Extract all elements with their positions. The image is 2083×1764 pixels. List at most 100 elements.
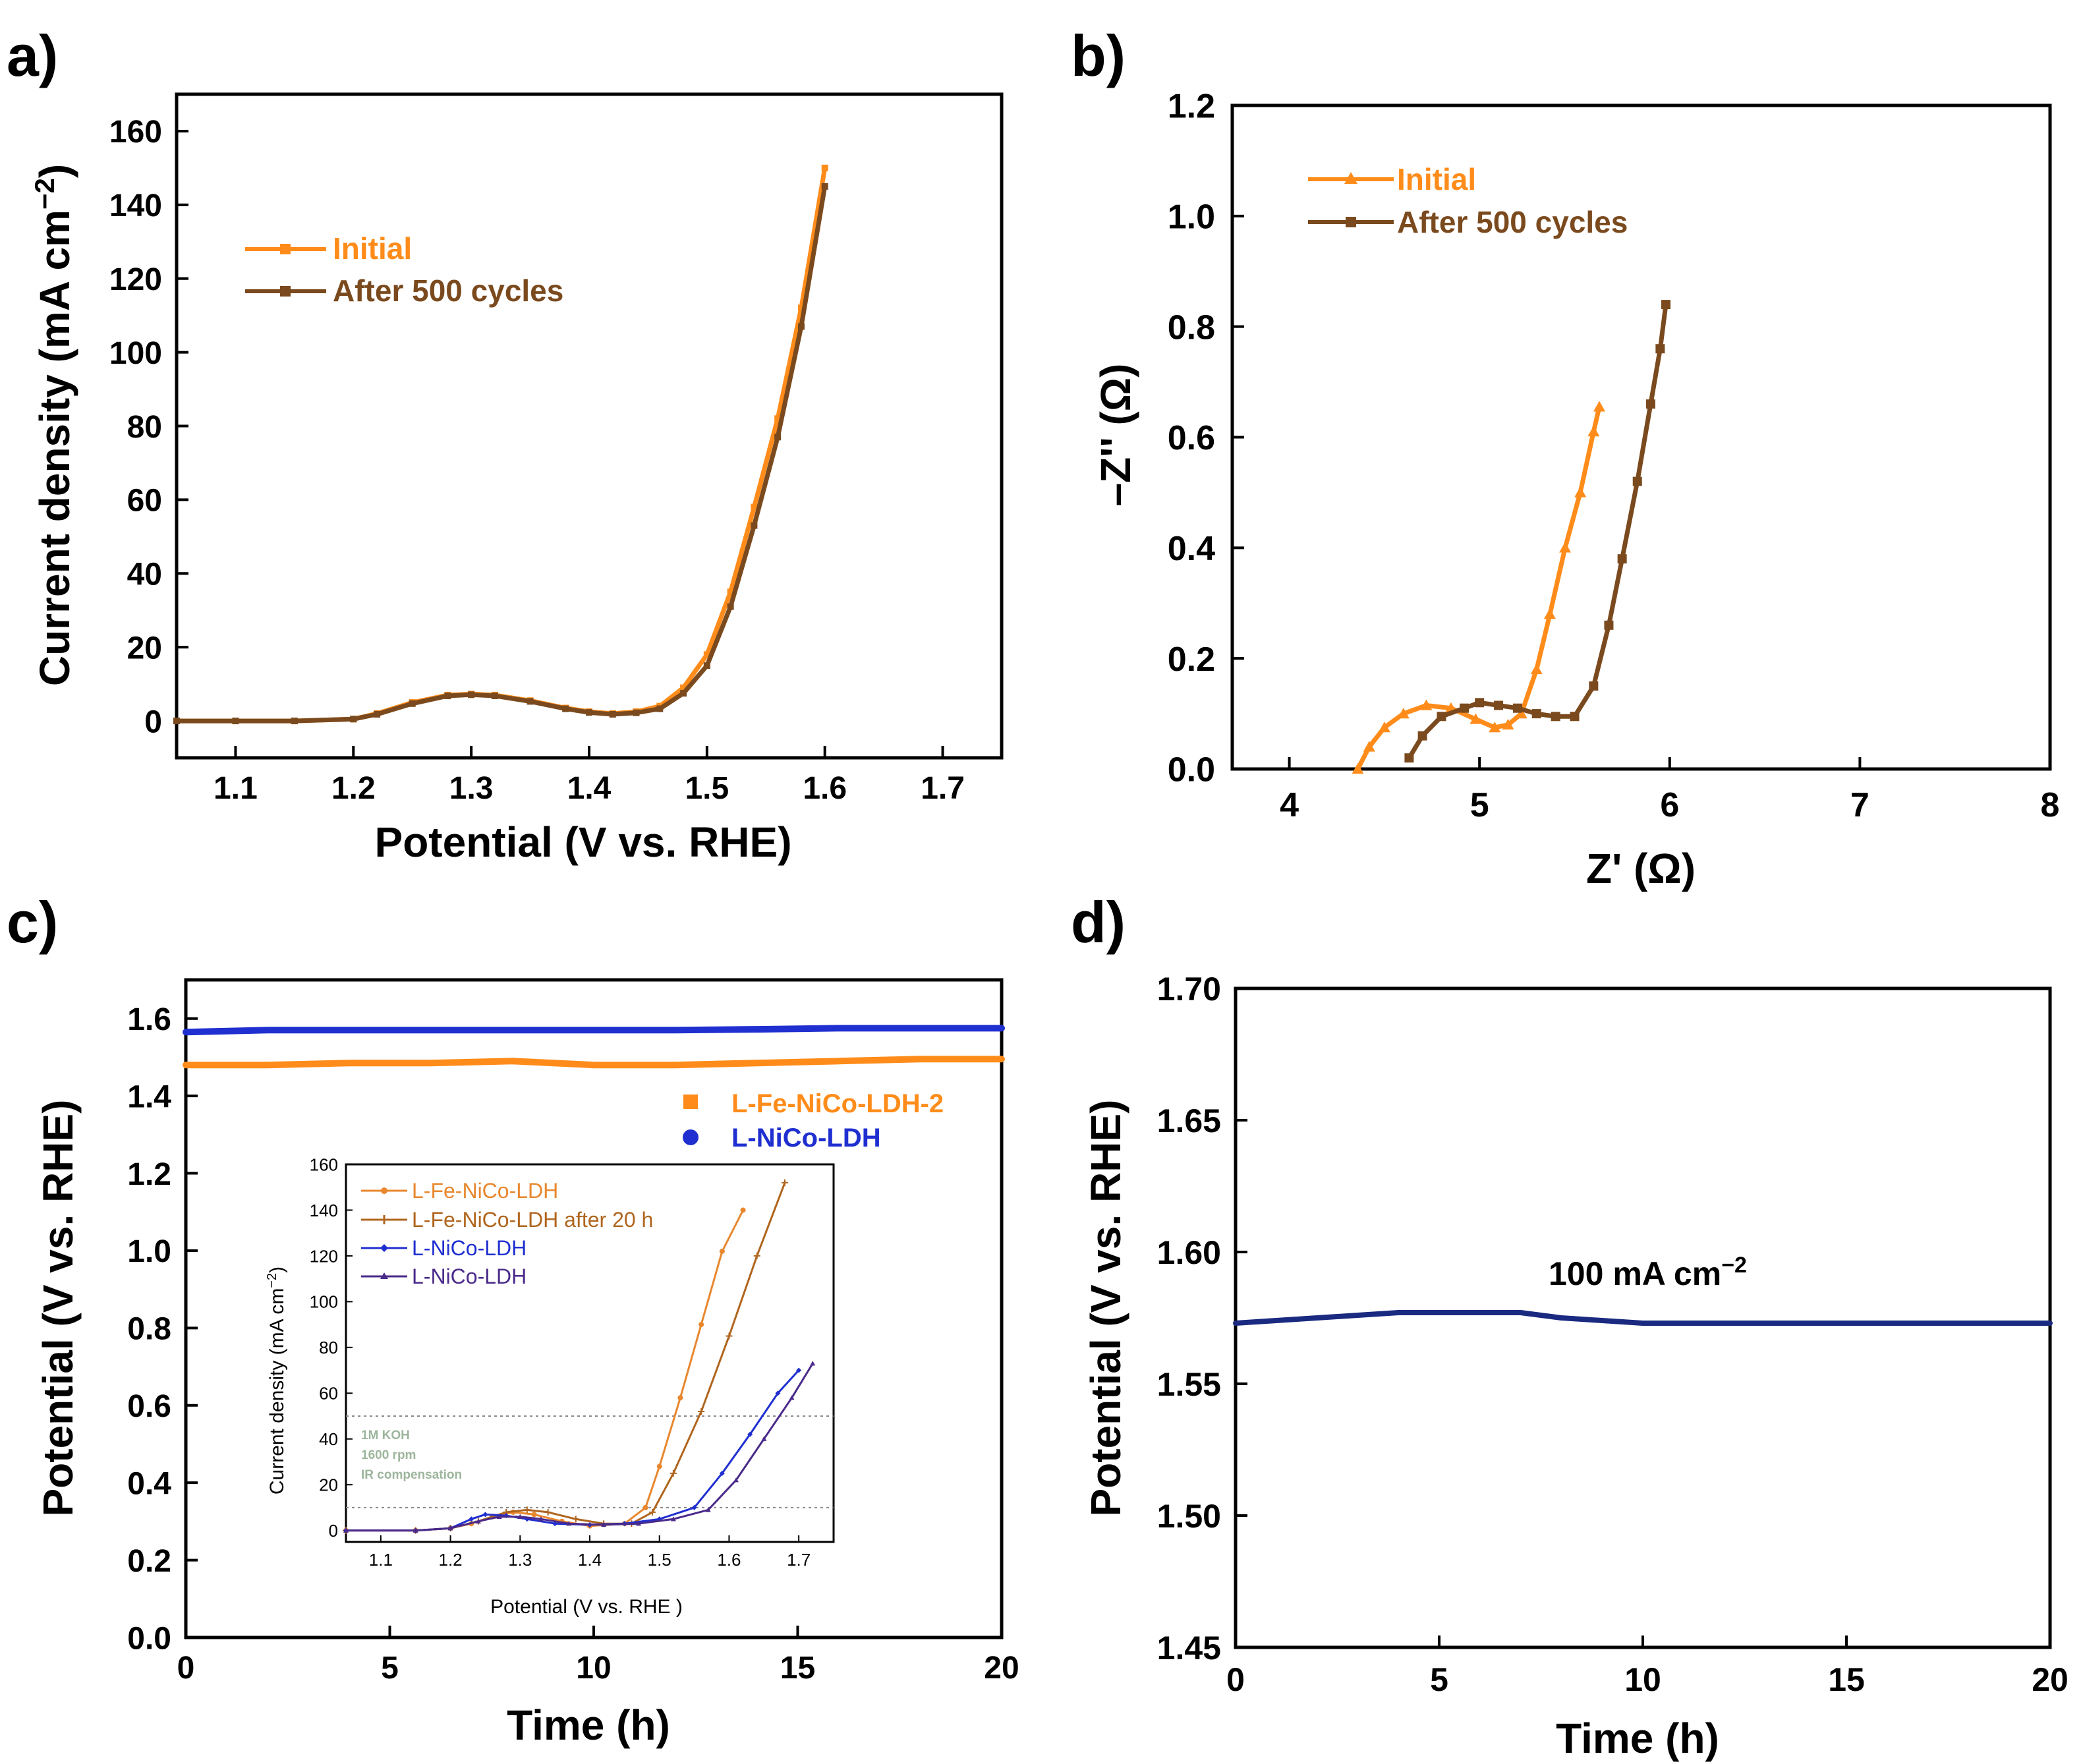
panel-a-x-tick-label: 1.6 xyxy=(803,771,847,806)
panel-c-inset-legend-marker-2 xyxy=(380,1244,388,1252)
panel-b-series-1-point xyxy=(1475,698,1485,708)
panel-b-series-0-line xyxy=(1355,404,1602,772)
panel-b-series-0-point xyxy=(1543,608,1556,619)
panel-b-series-1-point xyxy=(1494,700,1504,710)
panel-a-series-0-point xyxy=(680,684,687,691)
panel-d-y-tick-label: 1.60 xyxy=(1157,1234,1221,1271)
panel-b-series-0-point xyxy=(1470,713,1482,724)
panel-c-inset-legend-marker-3 xyxy=(380,1272,388,1279)
panel-b-series-0-point xyxy=(1502,718,1514,730)
panel-b-series-0-point xyxy=(1363,741,1375,752)
panel-c-x-tick-label: 20 xyxy=(984,1651,1019,1686)
panel-c-inset-series-3-point xyxy=(496,1514,502,1519)
panel-a-frame xyxy=(175,92,1004,760)
panel-c-inset-x-tick-label: 1.5 xyxy=(648,1550,671,1570)
panel-d-x-axis-title: Time (h) xyxy=(1556,1715,1719,1762)
panel-c-y-tick-label: 1.2 xyxy=(127,1157,171,1192)
panel-c-x-tick-label: 0 xyxy=(177,1651,195,1686)
panel-d-y-tick-label: 1.45 xyxy=(1157,1630,1221,1666)
panel-b-x-tick-label: 6 xyxy=(1660,786,1679,824)
panel-c-inset-series-2-point xyxy=(482,1512,488,1518)
panel-a-series-1-point xyxy=(609,710,616,718)
panel-b-series-0-point xyxy=(1420,699,1433,710)
panel-c-inset-series-3-point xyxy=(670,1516,676,1522)
panel-d-annotation: 100 mA cm−2 xyxy=(1549,1253,1747,1292)
panel-c-inset-series-0-point xyxy=(642,1504,648,1510)
panel-c-inset-series-3-point xyxy=(343,1527,349,1533)
panel-c-inset-series-1-point xyxy=(726,1332,733,1340)
panel-b-x-tick-label: 4 xyxy=(1280,786,1299,824)
panel-c-inset-x-tick-label: 1.6 xyxy=(717,1550,741,1570)
panel-c-inset-series-0-point xyxy=(531,1512,537,1518)
panel-c-inset-y-tick-label: 0 xyxy=(329,1521,338,1541)
panel-d: d) 0 5 10 15 20 1.45 1.50 1.55 1.60 1.65 1.70 Time… xyxy=(1071,890,2069,1762)
panel-b-legend: Initial After 500 cycles xyxy=(1308,162,1628,239)
panel-c-inset-series-1-point xyxy=(523,1506,530,1514)
panel-a-legend: Initial After 500 cycles xyxy=(245,231,563,308)
panel-a-series-1-point xyxy=(680,690,687,697)
panel-d-frame xyxy=(1234,986,2052,1649)
panel-a-x-tick-label: 1.4 xyxy=(567,771,612,806)
panel-b-y-tick-label: 1.0 xyxy=(1168,198,1215,237)
panel-c-inset-series-3-point xyxy=(761,1436,767,1441)
panel-a-series-1-point xyxy=(291,718,298,725)
panel-c-inset-series-1-point xyxy=(698,1408,705,1415)
panel-c-inset-series-3-point xyxy=(538,1516,544,1522)
panel-b-x-axis-title: Z' (Ω) xyxy=(1586,845,1696,892)
panel-a-label: a) xyxy=(7,23,58,88)
panel-c-inset-x-tick-label: 1.7 xyxy=(787,1550,811,1570)
panel-c-inset-legend-marker-1 xyxy=(380,1215,389,1224)
panel-c-inset-legend-label-2: L-NiCo-LDH xyxy=(412,1236,527,1260)
panel-b-y-axis-title: –Z'' (Ω) xyxy=(1092,364,1139,507)
panel-a-series-0-point xyxy=(797,304,805,312)
panel-c-inset-series-1-point xyxy=(544,1508,552,1516)
panel-b-series-1-point xyxy=(1512,703,1522,713)
panel-c-inset-y-tick-label: 100 xyxy=(310,1292,338,1312)
panel-c-inset-legend-label-0: L-Fe-NiCo-LDH xyxy=(412,1179,558,1203)
panel-d-y-axis-title: Potential (V vs. RHE) xyxy=(1082,1100,1129,1517)
panel-b-series-0-point xyxy=(1352,763,1364,774)
panel-c-inset-series-0-point xyxy=(719,1248,725,1254)
panel-c-inset-series-3-point xyxy=(733,1477,739,1483)
panel-a-series-1-point xyxy=(491,693,498,700)
panel-c-y-tick-label: 0.8 xyxy=(127,1312,171,1347)
panel-d-y-tick-label: 1.65 xyxy=(1157,1102,1221,1139)
panel-c-inset-series-1-point xyxy=(753,1252,760,1259)
panel-d-plot-area: 0 5 10 15 20 1.45 1.50 1.55 1.60 1.65 1.70 xyxy=(1157,971,2069,1698)
panel-c-inset-x-axis-title: Potential (V vs. RHE ) xyxy=(490,1596,683,1618)
panel-b-label: b) xyxy=(1071,23,1126,88)
panel-c-inset-legend-marker-0 xyxy=(381,1187,387,1194)
panel-d-series-0-line xyxy=(1233,1310,2053,1326)
panel-b-y-tick-label: 1.2 xyxy=(1168,88,1215,126)
panel-b-series-1-point xyxy=(1604,620,1614,630)
panel-d-x-tick-label: 0 xyxy=(1226,1661,1245,1698)
panel-c-legend-marker-nico xyxy=(683,1129,699,1145)
panel-a-y-axis-title: Current density (mA cm−2) xyxy=(29,164,79,686)
panel-c-inset-y-tick-label: 80 xyxy=(319,1338,338,1357)
panel-c-inset-series-0-point xyxy=(740,1207,746,1213)
panel-c-inset-series-3-point xyxy=(447,1525,453,1531)
panel-a-series-1-point xyxy=(444,693,451,700)
panel-a-series-1-point xyxy=(797,323,805,330)
panel-c-inset-y-tick-label: 140 xyxy=(310,1201,338,1220)
panel-a-series-1-point xyxy=(468,691,475,698)
panel-b-series-0-point xyxy=(1593,401,1606,412)
panel-d-x-tick-label: 10 xyxy=(1624,1661,1661,1698)
panel-a-y-tick-label: 100 xyxy=(109,336,162,371)
panel-a-series-0-point xyxy=(703,651,710,658)
panel-b-y-tick-label: 0.0 xyxy=(1168,751,1215,789)
panel-b-series-1-point xyxy=(1661,300,1671,310)
panel-a-y-tick-label: 20 xyxy=(127,631,162,666)
panel-c-inset: 1.1 1.2 1.3 1.4 1.5 1.6 1.7 0 20 40 60 80 100 120 140 1… xyxy=(265,1154,835,1618)
panel-b-frame xyxy=(1230,103,2052,771)
panel-c-inset-plot-area: 1.1 1.2 1.3 1.4 1.5 1.6 1.7 0 20 40 60 80 100 120 140 1… xyxy=(310,1154,835,1570)
panel-c-inset-legend-label-3: L-NiCo-LDH xyxy=(412,1265,527,1288)
panel-b-series-1-point xyxy=(1531,709,1541,719)
panel-a-series-1-point xyxy=(821,183,828,190)
panel-b-series-0-point xyxy=(1378,722,1390,733)
panel-b-plot-area: 4 5 6 7 8 0.0 0.2 0.4 0.6 0.8 1.0 1.2 xyxy=(1168,88,2060,824)
panel-b-x-tick-label: 7 xyxy=(1850,786,1869,824)
panel-c-inset-y-tick-label: 60 xyxy=(319,1384,338,1404)
panel-b-series-1-point xyxy=(1617,554,1627,564)
panel-c-y-tick-label: 0.4 xyxy=(127,1466,171,1501)
